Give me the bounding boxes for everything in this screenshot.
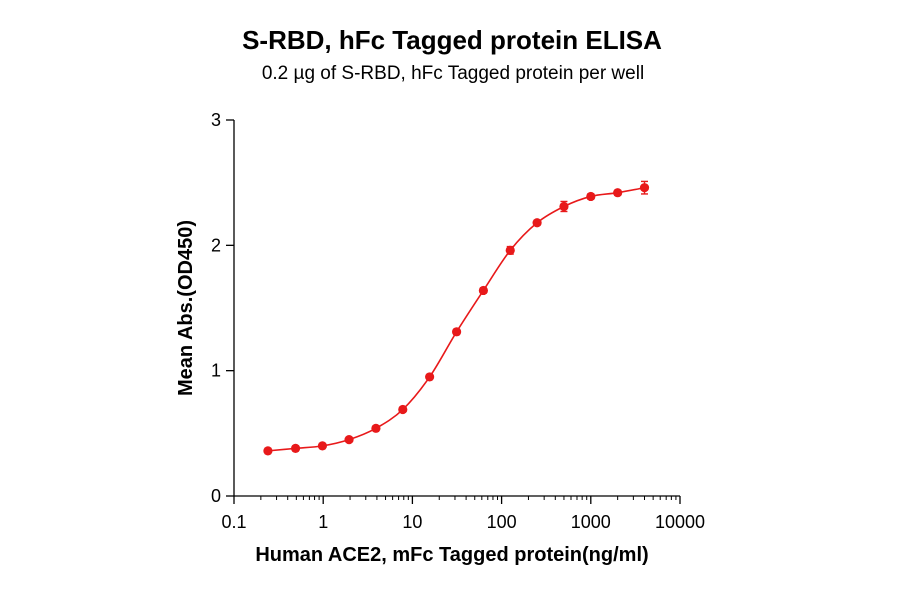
data-point xyxy=(317,441,328,451)
fit-curve xyxy=(267,186,645,452)
x-tick-label: 1000 xyxy=(571,512,611,532)
y-tick-label: 0 xyxy=(211,486,221,506)
chart-title: S-RBD, hFc Tagged protein ELISA xyxy=(242,25,662,55)
x-tick-label: 10000 xyxy=(655,512,705,532)
data-point xyxy=(290,443,301,453)
data-point xyxy=(344,435,354,445)
data-point xyxy=(425,372,435,382)
data-point xyxy=(452,327,462,337)
y-axis-ticks: 0 1 2 3 xyxy=(211,110,234,506)
data-point xyxy=(371,423,381,433)
data-point xyxy=(639,183,650,193)
x-tick-label: 100 xyxy=(487,512,517,532)
data-points xyxy=(263,180,650,456)
data-point xyxy=(586,191,596,202)
x-tick-label: 1 xyxy=(318,512,328,532)
data-point xyxy=(613,188,623,198)
data-point xyxy=(505,245,515,255)
data-point xyxy=(559,201,569,212)
y-axis-label: Mean Abs.(OD450) xyxy=(175,220,197,396)
x-tick-label: 10 xyxy=(402,512,422,532)
x-axis-ticks: 0.1 1 10 100 1000 10000 xyxy=(221,496,705,532)
y-tick-label: 1 xyxy=(211,361,221,381)
x-tick-label: 0.1 xyxy=(221,512,246,532)
y-tick-label: 3 xyxy=(211,110,221,130)
x-axis-label: Human ACE2, mFc Tagged protein(ng/ml) xyxy=(255,544,648,566)
data-point xyxy=(398,404,408,415)
data-point xyxy=(478,285,488,296)
data-point xyxy=(532,218,542,228)
data-point xyxy=(263,446,273,456)
chart-subtitle: 0.2 µg of S-RBD, hFc Tagged protein per … xyxy=(262,63,644,84)
y-tick-label: 2 xyxy=(211,235,221,255)
